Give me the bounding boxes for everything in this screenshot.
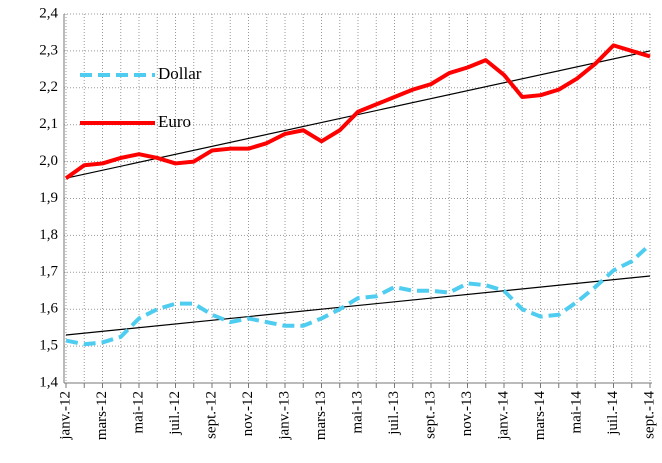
x-tick-label: mai-12: [130, 391, 146, 434]
x-tick-label: mai-13: [349, 391, 365, 434]
y-tick-label: 1,9: [39, 190, 58, 206]
x-tick-label: juil.-12: [167, 391, 183, 436]
legend-label: Euro: [158, 112, 191, 131]
data-line: [65, 243, 652, 347]
y-tick-label: 1,6: [39, 301, 58, 317]
y-tick-label: 2,2: [39, 79, 58, 95]
x-tick-label: janv.-14: [495, 391, 511, 441]
x-tick-label: sept.-12: [203, 391, 219, 439]
x-tick-label: janv.-12: [57, 391, 73, 441]
x-tick-label: juil.-14: [605, 391, 621, 436]
y-tick-label: 2,3: [39, 42, 58, 58]
x-tick-label: sept.-14: [641, 391, 657, 439]
x-tick-label: sept.-13: [422, 391, 438, 439]
legend-label: Dollar: [158, 64, 202, 83]
y-tick-label: 1,5: [39, 338, 58, 354]
trend-line: [65, 275, 651, 336]
y-tick-label: 2,1: [39, 116, 58, 132]
x-tick-label: mai-14: [568, 391, 584, 434]
x-tick-label: mars-14: [532, 391, 548, 441]
y-tick-label: 1,8: [39, 227, 58, 243]
x-tick-label: nov.-12: [240, 391, 256, 436]
x-tick-label: nov.-13: [459, 391, 475, 436]
y-tick-label: 2,0: [39, 153, 58, 169]
x-tick-label: juil.-13: [386, 391, 402, 436]
y-tick-label: 2,4: [39, 5, 58, 21]
x-tick-label: mars-13: [313, 391, 329, 440]
x-tick-label: mars-12: [94, 391, 110, 440]
x-tick-label: janv.-13: [276, 391, 292, 441]
data-line: [64, 43, 651, 180]
y-tick-label: 1,4: [39, 374, 58, 390]
y-tick-label: 1,7: [39, 264, 58, 280]
